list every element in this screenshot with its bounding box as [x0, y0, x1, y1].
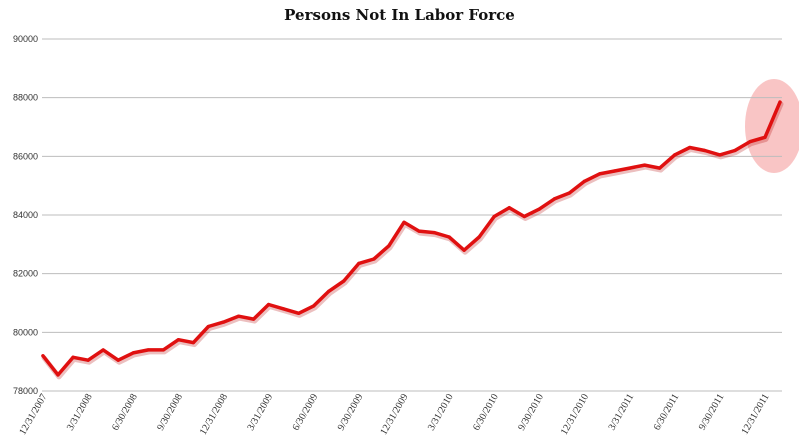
x-tick-label: 6/30/2010 — [471, 392, 501, 433]
data-point — [282, 307, 286, 311]
series-line — [41, 100, 782, 377]
data-point — [402, 220, 406, 224]
y-tick-label: 78000 — [13, 386, 38, 396]
y-tick-label: 90000 — [13, 34, 38, 44]
data-point — [206, 324, 211, 329]
data-point — [176, 338, 180, 342]
data-point — [763, 135, 767, 139]
data-point — [221, 320, 226, 324]
chart-title: Persons Not In Labor Force — [284, 6, 515, 24]
data-point — [778, 100, 782, 104]
x-tick-label: 12/31/2008 — [198, 392, 230, 437]
data-point — [312, 304, 316, 308]
y-tick-label: 88000 — [13, 93, 38, 103]
data-point — [146, 348, 150, 352]
data-point — [658, 166, 662, 170]
data-point — [41, 354, 45, 358]
y-tick-label: 80000 — [13, 327, 38, 337]
x-tick-label: 12/31/2007 — [17, 392, 49, 437]
x-tick-label: 6/30/2008 — [110, 392, 140, 433]
data-point — [718, 153, 722, 157]
data-point — [733, 148, 737, 153]
x-tick-label: 9/30/2009 — [336, 392, 366, 433]
data-point — [357, 261, 361, 265]
data-point — [56, 373, 60, 377]
data-point — [537, 207, 541, 211]
data-point — [86, 358, 90, 362]
data-point — [492, 214, 496, 219]
data-point — [432, 231, 436, 235]
x-tick-label: 12/31/2009 — [378, 392, 410, 437]
x-tick-label: 9/30/2008 — [155, 392, 185, 433]
x-axis-ticks: 12/31/2007 3/31/2008 6/30/2008 9/30/2008 12/… — [17, 392, 771, 437]
y-tick-label: 82000 — [13, 269, 38, 279]
data-point — [462, 248, 466, 252]
data-point — [297, 311, 301, 315]
data-point — [71, 355, 75, 359]
data-point — [612, 169, 617, 173]
data-point — [116, 358, 120, 362]
data-point — [643, 163, 647, 167]
data-point — [267, 302, 271, 307]
x-tick-label: 12/31/2010 — [559, 392, 591, 437]
x-tick-label: 6/30/2011 — [652, 392, 682, 432]
data-point — [327, 289, 331, 293]
data-point — [251, 317, 256, 321]
data-point — [522, 214, 526, 219]
series-layer — [41, 100, 784, 380]
x-tick-label: 3/31/2011 — [607, 392, 637, 432]
x-tick-label: 3/31/2009 — [245, 392, 275, 433]
data-point — [191, 341, 196, 345]
y-tick-label: 86000 — [13, 151, 38, 161]
x-tick-label: 6/30/2009 — [291, 392, 321, 433]
data-point — [387, 244, 391, 248]
data-point — [342, 279, 346, 283]
data-point — [101, 348, 105, 352]
series-line-shadow — [41, 101, 784, 380]
data-point — [748, 140, 752, 144]
data-point — [507, 206, 511, 210]
data-point — [161, 348, 165, 352]
data-point — [372, 257, 376, 261]
data-point — [627, 166, 632, 170]
x-tick-label: 12/31/2011 — [739, 392, 771, 437]
data-point — [552, 197, 556, 201]
y-tick-label: 84000 — [13, 210, 38, 220]
x-tick-label: 9/30/2010 — [516, 392, 546, 433]
data-point — [582, 179, 587, 183]
x-tick-label: 3/31/2010 — [426, 392, 456, 433]
y-axis-ticks: 78000 80000 82000 84000 86000 88000 90000 — [13, 34, 38, 396]
data-point — [447, 235, 451, 239]
data-point — [236, 314, 241, 318]
x-tick-label: 3/31/2008 — [65, 392, 95, 433]
highlight-ellipse — [745, 79, 799, 173]
data-point — [703, 148, 707, 153]
data-point — [131, 351, 135, 355]
gridlines — [42, 38, 782, 392]
data-point — [688, 145, 692, 150]
data-point — [673, 153, 677, 157]
highlight-layer — [745, 79, 799, 173]
data-point — [567, 191, 572, 195]
data-point — [477, 235, 481, 239]
x-tick-label: 9/30/2011 — [697, 392, 727, 432]
data-point — [417, 229, 421, 233]
data-point — [597, 172, 602, 176]
